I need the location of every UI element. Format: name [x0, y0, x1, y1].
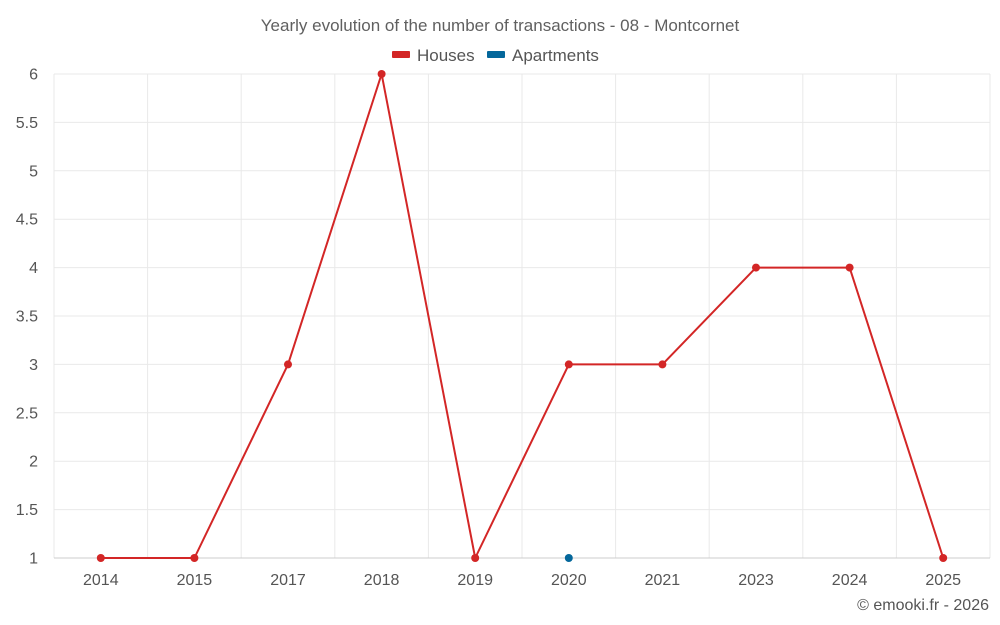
data-point-houses[interactable] — [377, 70, 386, 78]
y-tick-label: 5 — [29, 163, 38, 180]
x-tick-label: 2024 — [832, 572, 868, 589]
data-point-houses[interactable] — [190, 554, 199, 562]
series-houses — [96, 70, 948, 562]
y-tick-label: 5.5 — [16, 115, 38, 132]
legend-label-houses: Houses — [417, 46, 475, 65]
legend-swatch-houses — [392, 51, 410, 58]
data-point-apartments[interactable] — [564, 554, 573, 562]
y-tick-label: 1 — [29, 551, 38, 568]
y-tick-label: 3.5 — [16, 309, 38, 326]
x-tick-label: 2020 — [551, 572, 587, 589]
legend[interactable]: Houses Apartments — [392, 46, 599, 65]
legend-swatch-apartments — [487, 51, 505, 58]
y-tick-label: 3 — [29, 357, 38, 374]
chart-title: Yearly evolution of the number of transa… — [261, 16, 740, 35]
series-layer — [96, 70, 948, 562]
y-tick-label: 2.5 — [16, 405, 38, 422]
grid — [53, 73, 991, 558]
data-point-houses[interactable] — [284, 360, 292, 369]
y-tick-label: 2 — [29, 454, 38, 471]
y-tick-label: 4 — [29, 260, 38, 277]
x-tick-label: 2025 — [925, 572, 961, 589]
y-tick-label: 4.5 — [16, 212, 38, 229]
data-point-houses[interactable] — [564, 360, 573, 369]
x-tick-label: 2018 — [364, 572, 400, 589]
data-point-houses[interactable] — [96, 554, 105, 562]
y-tick-label: 6 — [29, 67, 38, 84]
data-point-houses[interactable] — [471, 554, 480, 562]
x-tick-label: 2014 — [83, 572, 119, 589]
data-point-houses[interactable] — [752, 263, 760, 272]
legend-item-apartments[interactable]: Apartments — [487, 46, 599, 65]
x-tick-label: 2017 — [270, 572, 306, 589]
legend-label-apartments: Apartments — [512, 46, 599, 65]
y-tick-label: 1.5 — [16, 502, 38, 519]
legend-item-houses[interactable]: Houses — [392, 46, 475, 65]
x-tick-label: 2015 — [177, 572, 213, 589]
data-point-houses[interactable] — [939, 554, 948, 562]
series-line-houses — [99, 73, 945, 559]
data-point-houses[interactable] — [845, 263, 854, 272]
x-tick-label: 2019 — [457, 572, 493, 589]
credit-text: © emooki.fr - 2026 — [857, 597, 989, 614]
y-axis: 1 1.5 2 2.5 3 3.5 4 4.5 5 5.5 6 — [16, 67, 38, 568]
series-apartments — [564, 554, 573, 562]
data-point-houses[interactable] — [658, 360, 667, 369]
x-tick-label: 2023 — [738, 572, 774, 589]
x-axis: 2014 2015 2017 2018 2019 2020 2021 2023 2024 2025 — [54, 557, 990, 589]
x-tick-label: 2021 — [645, 572, 681, 589]
